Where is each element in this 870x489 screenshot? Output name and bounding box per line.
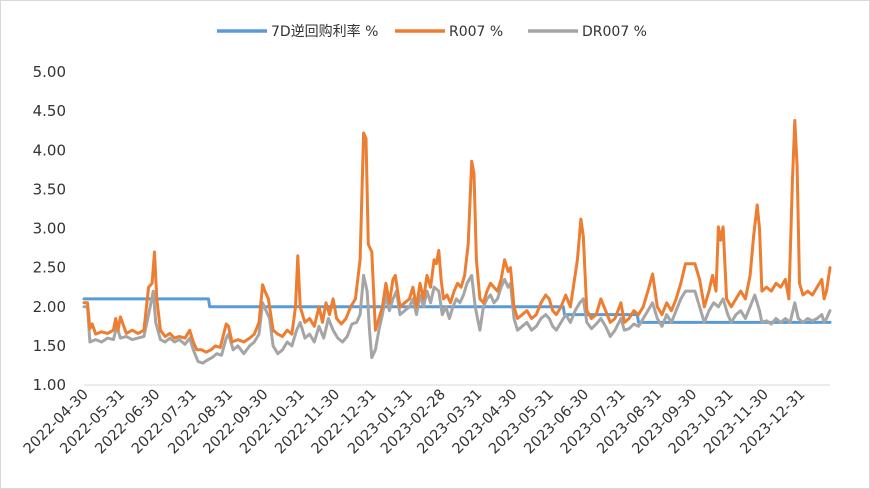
legend-label: 7D逆回购利率 %	[271, 23, 378, 40]
series-line-0	[82, 297, 832, 324]
legend: 7D逆回购利率 % R007 % DR007 %	[217, 23, 647, 40]
series-line-2	[82, 273, 832, 365]
legend-label: DR007 %	[582, 24, 647, 40]
y-tick-label: 4.00	[33, 141, 66, 159]
y-tick-label: 4.50	[33, 102, 66, 120]
plot-area	[82, 119, 832, 365]
y-tick-label: 1.50	[33, 337, 66, 355]
y-axis: 5.00 4.50 4.00 3.50 3.00 2.50 2.00 1.50 1.00	[33, 63, 66, 394]
y-tick-label: 5.00	[33, 63, 66, 81]
x-axis: 2022-04-302022-05-312022-06-302022-07-31…	[21, 384, 830, 458]
series-line-1	[82, 119, 832, 354]
y-tick-label: 3.50	[33, 180, 66, 198]
y-tick-label: 2.00	[33, 298, 66, 316]
y-tick-label: 1.00	[33, 376, 66, 394]
x-tick-label: 2023-12-31	[738, 387, 809, 458]
y-tick-label: 3.00	[33, 220, 66, 238]
y-tick-label: 2.50	[33, 259, 66, 277]
legend-label: R007 %	[449, 24, 503, 40]
